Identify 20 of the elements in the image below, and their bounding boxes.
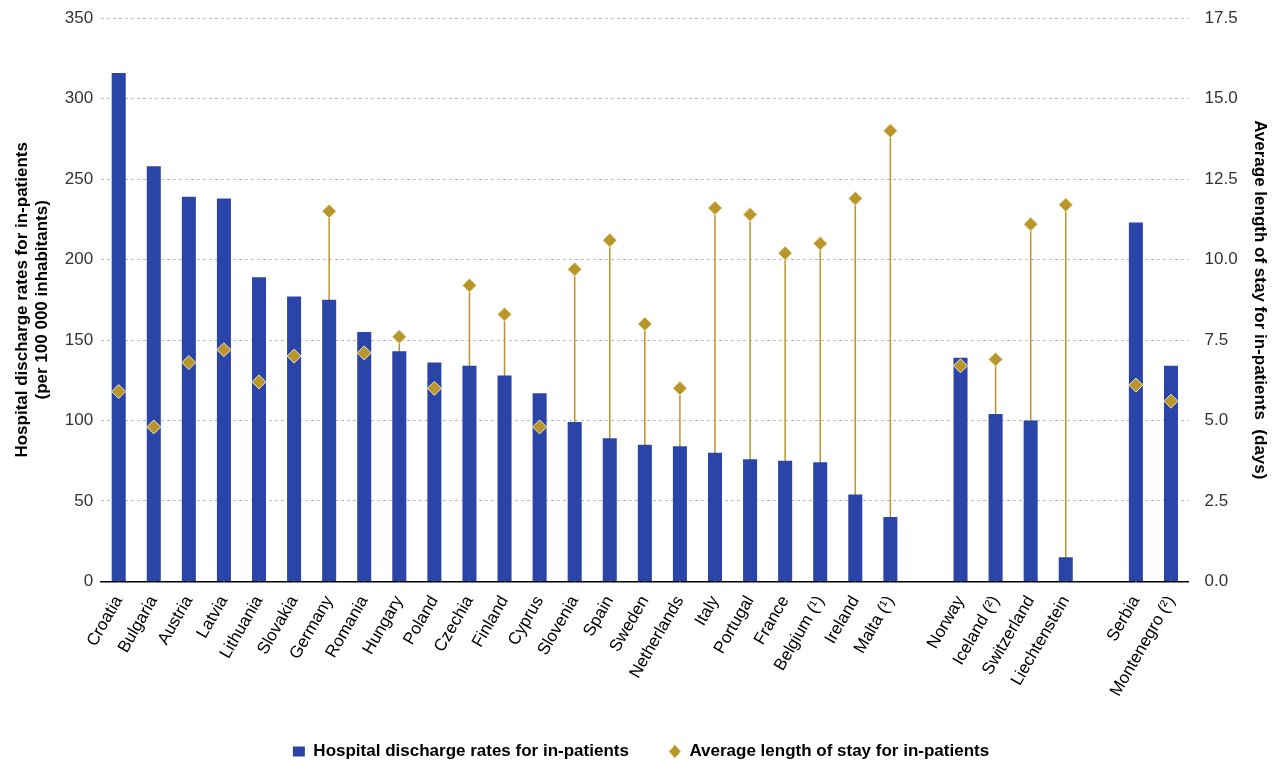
y2-tick-label: 15.0	[1204, 88, 1238, 108]
y2-axis-title: Average length of stay for in-patients (days)	[1251, 120, 1271, 480]
y-tick-label: 100	[64, 410, 94, 430]
y-tick-label: 0	[83, 571, 94, 591]
y-tick-label: 200	[64, 249, 94, 269]
y2-tick-label: 5.0	[1204, 410, 1229, 430]
y2-tick-label: 0.0	[1204, 571, 1229, 591]
y2-tick-label: 12.5	[1204, 168, 1238, 188]
y2-tick-label: 17.5	[1204, 7, 1238, 27]
y2-tick-label: 7.5	[1204, 329, 1229, 349]
y2-tick-label: 2.5	[1204, 490, 1229, 510]
y2-tick-label: 10.0	[1204, 249, 1238, 269]
y-tick-label: 250	[64, 168, 94, 188]
y-axis-title: Hospital discharge rates for in-patients (per 100 000 inhabitants)	[11, 142, 52, 458]
y-tick-label: 300	[64, 88, 94, 108]
y-tick-label: 50	[74, 490, 94, 510]
legend-label: Hospital discharge rates for in-patients	[313, 741, 629, 761]
y-tick-label: 150	[64, 329, 94, 349]
legend-label: Average length of stay for in-patients	[689, 741, 990, 761]
y-tick-label: 350	[64, 7, 94, 27]
